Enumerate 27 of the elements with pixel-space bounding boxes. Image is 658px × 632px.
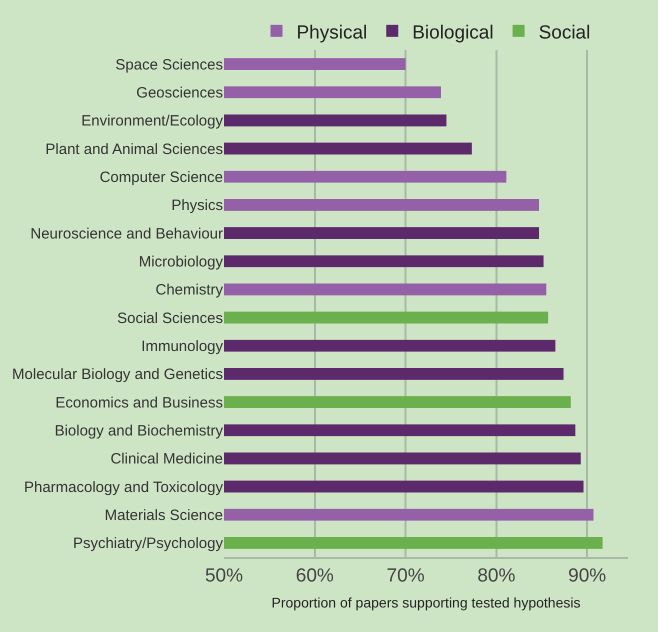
y-tick-label: Molecular Biology and Genetics: [12, 366, 223, 384]
x-axis-title: Proportion of papers supporting tested hypothesis: [272, 594, 580, 610]
y-tick-label: Microbiology: [138, 254, 224, 270]
x-tick-label: 90%: [568, 566, 606, 587]
legend-label: Physical: [296, 22, 368, 44]
y-tick-label: Geosciences: [136, 84, 223, 102]
y-tick-label: Chemistry: [155, 282, 224, 299]
y-tick-label: Neuroscience and Behaviour: [30, 225, 223, 242]
x-tick-label: 80%: [477, 566, 516, 587]
y-tick-label: Biology and Biochemistry: [54, 422, 224, 440]
y-tick-label: Computer Science: [100, 169, 223, 186]
legend-label: Biological: [412, 22, 494, 44]
y-tick-label: Space Sciences: [115, 56, 223, 74]
x-tick-label: 70%: [386, 566, 425, 587]
y-tick-label: Economics and Business: [55, 394, 223, 412]
x-tick-label: 50%: [204, 566, 244, 587]
y-tick-label: Pharmacology and Toxicology: [24, 478, 224, 496]
y-tick-label: Environment/Ecology: [81, 112, 224, 130]
y-tick-label: Social Sciences: [117, 310, 223, 327]
x-tick-label: 60%: [296, 566, 334, 587]
y-tick-label: Materials Science: [104, 507, 223, 524]
y-tick-label: Plant and Animal Sciences: [45, 140, 223, 158]
y-tick-label: Immunology: [141, 338, 224, 355]
y-tick-label: Psychiatry/Psychology: [72, 535, 224, 552]
y-tick-label: Clinical Medicine: [110, 450, 223, 468]
y-tick-label: Physics: [171, 197, 223, 214]
legend-label: Social: [538, 22, 590, 44]
